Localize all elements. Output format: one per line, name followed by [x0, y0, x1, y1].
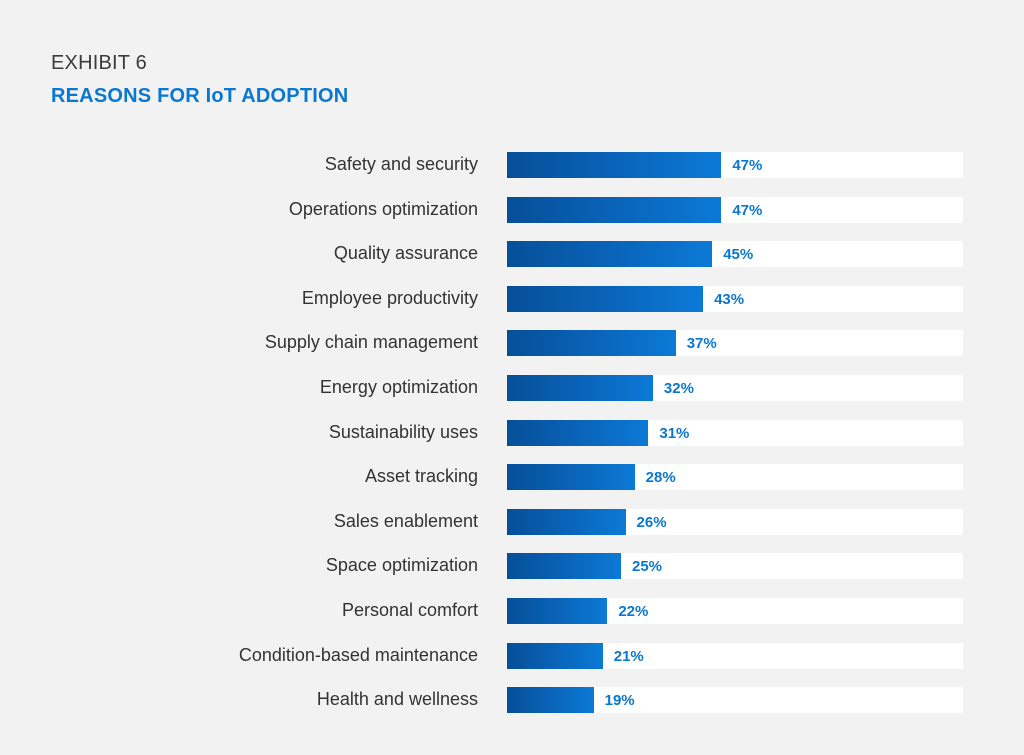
value-label: 22% [618, 603, 649, 620]
value-label: 47% [732, 157, 763, 174]
bar [507, 196, 722, 223]
category-label: Safety and security [324, 154, 478, 174]
bar [507, 508, 626, 535]
bar [507, 152, 722, 178]
category-label: Employee productivity [301, 287, 478, 308]
value-label: 45% [723, 246, 754, 264]
bar-track: 21% [507, 642, 963, 669]
category-label: Sales enablement [333, 510, 478, 531]
value-label: 47% [732, 201, 763, 219]
bar-row: Quality assurance 45% [0, 241, 1024, 268]
bar-row: Asset tracking 28% [0, 464, 1024, 491]
bar [507, 375, 653, 401]
bar [507, 464, 635, 491]
bar [507, 285, 704, 312]
value-label: 21% [613, 647, 644, 665]
category-label: Asset tracking [364, 466, 478, 487]
bar-row: Sustainability uses 31% [0, 419, 1024, 446]
value-label: 25% [632, 558, 663, 576]
bar-track: 43% [507, 285, 963, 312]
category-label: Quality assurance [333, 243, 478, 264]
bar-row: Personal comfort 22% [0, 598, 1024, 624]
bar-row: Condition-based maintenance 21% [0, 642, 1024, 669]
bar [507, 687, 594, 714]
bar [507, 642, 603, 669]
value-label: 19% [604, 692, 635, 710]
category-label: Supply chain management [264, 332, 478, 353]
category-label: Sustainability uses [328, 421, 478, 442]
bar [507, 419, 649, 446]
bar-track: 19% [507, 687, 963, 714]
value-label: 32% [663, 380, 694, 397]
bar-track: 31% [507, 419, 963, 446]
bar-track: 47% [507, 196, 963, 223]
bar-track: 28% [507, 464, 963, 491]
bar [507, 241, 713, 268]
bar [507, 330, 676, 357]
exhibit-label: EXHIBIT 6 [51, 52, 147, 74]
bar-track: 25% [507, 553, 963, 580]
value-label: 28% [645, 469, 676, 487]
bar-track: 45% [507, 241, 963, 268]
value-label: 43% [714, 290, 745, 308]
bar-row: Health and wellness 19% [0, 687, 1024, 714]
category-label: Personal comfort [341, 600, 478, 620]
chart-title: REASONS FOR IoT ADOPTION [51, 85, 349, 107]
bar-row: Employee productivity 43% [0, 285, 1024, 312]
category-label: Condition-based maintenance [238, 644, 478, 665]
bar-track: 22% [507, 598, 963, 624]
value-label: 31% [659, 424, 690, 442]
value-label: 26% [636, 513, 667, 531]
category-label: Energy optimization [319, 377, 478, 397]
bar-track: 26% [507, 508, 963, 535]
bar-row: Operations optimization 47% [0, 196, 1024, 223]
bar-row: Space optimization 25% [0, 553, 1024, 580]
bar-row: Supply chain management 37% [0, 330, 1024, 357]
bar-track: 32% [507, 375, 963, 401]
bar-row: Energy optimization 32% [0, 375, 1024, 401]
bar [507, 553, 621, 580]
bar-track: 47% [507, 152, 963, 178]
category-label: Operations optimization [288, 198, 478, 219]
category-label: Space optimization [325, 555, 478, 576]
category-label: Health and wellness [316, 689, 478, 710]
bar [507, 598, 608, 624]
bar-track: 37% [507, 330, 963, 357]
value-label: 37% [686, 335, 717, 353]
bar-row: Safety and security 47% [0, 152, 1024, 178]
bar-row: Sales enablement 26% [0, 508, 1024, 535]
